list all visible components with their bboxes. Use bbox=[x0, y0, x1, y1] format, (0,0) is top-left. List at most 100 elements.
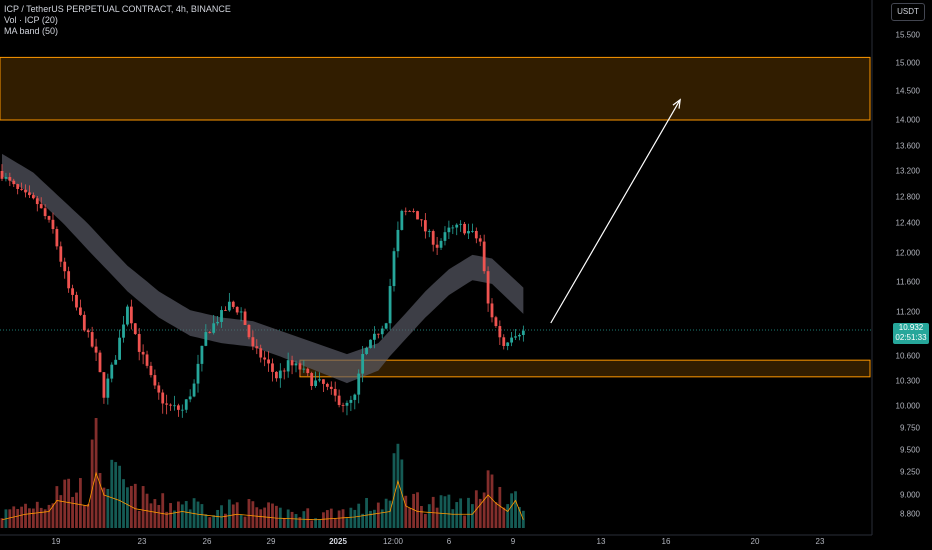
candle-body bbox=[137, 334, 141, 352]
volume-bar bbox=[153, 499, 157, 528]
time-tick-label: 26 bbox=[202, 537, 212, 546]
candle-body bbox=[157, 385, 161, 393]
price-tick-label: 14.500 bbox=[895, 86, 920, 96]
volume-bar bbox=[157, 504, 161, 528]
candle-body bbox=[365, 347, 368, 355]
volume-bar bbox=[384, 498, 388, 528]
candle-body bbox=[59, 246, 63, 262]
volume-bar bbox=[263, 507, 267, 528]
candle-body bbox=[212, 323, 216, 333]
volume-bar bbox=[376, 502, 380, 528]
volume-bar bbox=[514, 491, 517, 528]
volume-bar bbox=[494, 502, 498, 528]
candle-body bbox=[373, 333, 376, 340]
candle-body bbox=[439, 240, 443, 248]
volume-bar bbox=[196, 501, 200, 528]
candle-body bbox=[384, 323, 388, 329]
candle-body bbox=[404, 210, 408, 212]
volume-bar bbox=[227, 499, 231, 528]
candle-body bbox=[12, 180, 16, 185]
candle-body bbox=[349, 399, 353, 403]
price-tick-label: 13.200 bbox=[895, 166, 920, 176]
volume-bar bbox=[361, 513, 365, 528]
legend-title[interactable]: ICP / TetherUS PERPETUAL CONTRACT, 4h, B… bbox=[4, 4, 231, 14]
volume-bar bbox=[357, 503, 361, 528]
candle-body bbox=[474, 230, 478, 239]
candle-body bbox=[0, 171, 4, 179]
ma-band bbox=[2, 153, 524, 384]
time-tick-label: 13 bbox=[596, 537, 606, 546]
volume-bar bbox=[165, 511, 169, 528]
candle-body bbox=[286, 360, 290, 372]
volume-bar bbox=[212, 515, 216, 528]
volume-bar bbox=[200, 504, 204, 528]
candle-body bbox=[188, 396, 192, 400]
volume-bar bbox=[471, 504, 474, 528]
candle-body bbox=[278, 370, 282, 379]
volume-bar bbox=[416, 492, 419, 528]
candle-body bbox=[322, 379, 325, 384]
candle-body bbox=[216, 321, 219, 324]
volume-bar bbox=[318, 519, 321, 528]
legend-ma-band[interactable]: MA band (50) bbox=[4, 26, 59, 36]
volume-bar bbox=[208, 517, 212, 528]
candle-body bbox=[518, 334, 521, 337]
candle-body bbox=[204, 332, 208, 346]
legend-volume[interactable]: Vol · ICP (20) bbox=[4, 15, 58, 25]
time-axis[interactable]: 19 23 26 29 2025 12:00 6 9 13 16 20 23 bbox=[0, 535, 872, 550]
candle-body bbox=[8, 177, 12, 181]
candle-body bbox=[122, 324, 125, 338]
price-axis[interactable]: 15.500 15.000 14.500 14.000 13.600 13.200 12.8… bbox=[872, 0, 932, 535]
volume-bar bbox=[43, 509, 47, 528]
time-tick-label: 23 bbox=[815, 537, 825, 546]
volume-bar bbox=[275, 505, 278, 528]
candle-body bbox=[79, 307, 82, 315]
candle-body bbox=[67, 271, 71, 289]
volume-bar bbox=[310, 520, 314, 528]
volume-bar bbox=[463, 515, 466, 528]
volume-bar bbox=[67, 478, 71, 528]
candle-body bbox=[290, 360, 294, 366]
candle-body bbox=[110, 364, 114, 379]
volume-bar bbox=[412, 493, 415, 528]
chart-legend: ICP / TetherUS PERPETUAL CONTRACT, 4h, B… bbox=[4, 4, 231, 37]
volume-bar bbox=[204, 514, 208, 528]
volume-bar bbox=[122, 479, 125, 528]
candle-body bbox=[376, 333, 380, 335]
volume-bar bbox=[443, 496, 447, 528]
volume-bar bbox=[110, 459, 114, 528]
volume-bar bbox=[467, 497, 470, 528]
candle-body bbox=[345, 402, 349, 406]
volume-bar bbox=[188, 509, 192, 528]
volume-bar bbox=[408, 508, 412, 528]
candle-body bbox=[467, 231, 470, 234]
volume-bar bbox=[224, 513, 227, 528]
candle-body bbox=[239, 311, 243, 313]
volume-bar bbox=[369, 510, 372, 528]
candle-body bbox=[126, 306, 129, 325]
candle-body bbox=[263, 357, 267, 360]
volume-bar bbox=[118, 465, 121, 528]
price-tick-label: 14.000 bbox=[895, 115, 920, 125]
volume-bar bbox=[294, 514, 298, 528]
price-tick-label: 11.600 bbox=[896, 277, 920, 287]
candle-body bbox=[486, 271, 490, 304]
candle-body bbox=[165, 403, 169, 405]
time-tick-label: 16 bbox=[661, 537, 671, 546]
zone-box-2 bbox=[299, 359, 871, 378]
candles-layer bbox=[0, 164, 525, 418]
volume-bar bbox=[149, 503, 153, 528]
currency-button[interactable]: USDT bbox=[891, 3, 925, 21]
projection-arrow-head bbox=[672, 98, 681, 109]
volume-bar bbox=[0, 518, 4, 528]
volume-bar bbox=[59, 495, 63, 528]
time-tick-label: 12:00 bbox=[382, 537, 404, 546]
candle-body bbox=[431, 231, 435, 245]
price-tick-label: 12.400 bbox=[895, 218, 920, 228]
volume-bar bbox=[75, 492, 78, 528]
candle-body bbox=[510, 337, 513, 343]
projection-arrow-line bbox=[550, 99, 681, 324]
volume-bar bbox=[180, 504, 184, 528]
candle-body bbox=[337, 395, 341, 405]
